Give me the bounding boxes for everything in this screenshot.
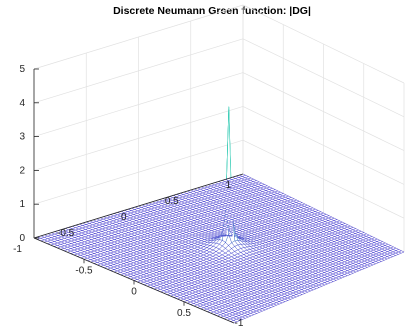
surface-mesh (33, 106, 405, 324)
z-tick-label: 2 (19, 165, 25, 176)
x-tick-label: 0 (131, 287, 137, 298)
x-tick-label: -0.5 (75, 265, 93, 276)
z-tick-label: 5 (19, 64, 25, 75)
x-tick-label: -1 (235, 318, 244, 329)
y-tick-label: 0.5 (165, 196, 179, 207)
y-tick-label: 0 (121, 212, 127, 223)
z-tick-label: 1 (19, 199, 25, 210)
z-tick-label: 3 (19, 132, 25, 143)
axis-ticks: 0 1 2 3 4 5 1 0.5 0 -0.5 -1 -0.5 0 0.5 -1 (13, 64, 244, 329)
z-tick-label: 0 (19, 233, 25, 244)
y-tick-label: -0.5 (57, 228, 75, 239)
chart-title: Discrete Neumann Green function: |DG| (113, 5, 311, 17)
x-tick-label: 0.5 (177, 308, 191, 319)
y-tick-label: 1 (225, 180, 231, 191)
y-tick-label: -1 (13, 244, 22, 255)
z-tick-label: 4 (19, 98, 25, 109)
y-axis-line (33, 173, 244, 239)
